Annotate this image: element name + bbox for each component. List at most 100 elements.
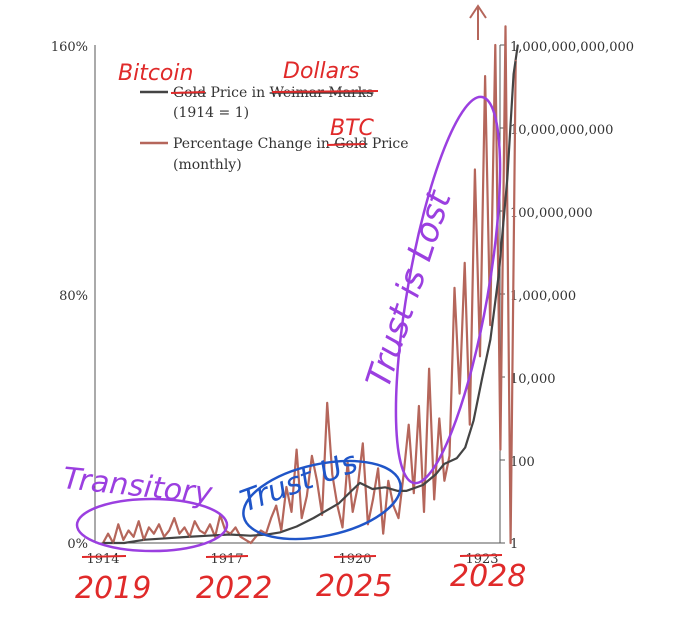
percentage-point (458, 392, 461, 395)
percentage-point (514, 59, 517, 62)
gold-point (325, 509, 327, 512)
percentage-point (127, 529, 130, 532)
percentage-point (107, 532, 109, 535)
percentage-point (290, 511, 293, 513)
annotation-year-2019: 2019 (75, 571, 151, 606)
trust-us-ellipse (242, 459, 402, 541)
percentage-point (316, 479, 318, 482)
y-right-tick: 1 (510, 537, 518, 552)
gold-point (405, 490, 408, 492)
percentage-point (183, 526, 186, 529)
percentage-point (509, 542, 512, 544)
legend-label-gold-line2: (1914 = 1) (173, 105, 249, 121)
series-line-percentage-change (102, 25, 517, 545)
gold-point (312, 517, 315, 519)
percentage-point (260, 529, 262, 532)
percentage-point (331, 473, 334, 476)
gold-point (123, 542, 125, 544)
percentage-point (407, 423, 410, 426)
series-line-gold-price (103, 44, 519, 545)
percentage-point (463, 262, 466, 264)
x-tick-1914: 1914 (86, 552, 119, 567)
percentage-point (494, 44, 497, 46)
percentage-point (474, 168, 476, 171)
annotation-btc: BTC (330, 116, 375, 141)
annotation-year-2028: 2028 (450, 559, 526, 594)
transitory-ellipse (75, 497, 229, 553)
percentage-point (122, 539, 125, 541)
percentage-point (504, 25, 507, 28)
percentage-point (418, 405, 420, 407)
percentage-point (438, 417, 441, 420)
percentage-point (479, 355, 481, 358)
percentage-point (112, 542, 114, 544)
percentage-point (137, 520, 140, 523)
percentage-point (326, 402, 328, 404)
gold-point (279, 531, 281, 534)
percentage-point (382, 532, 385, 535)
percentage-point (397, 517, 400, 519)
percentage-point (249, 542, 252, 544)
gold-point (350, 490, 353, 492)
gold-point (464, 446, 466, 449)
x-tick-1917: 1917 (210, 552, 243, 567)
y-right-tick: 1,000,000,000,000 (510, 40, 634, 55)
percentage-point (142, 539, 145, 541)
annotation-year-2022: 2022 (196, 571, 272, 606)
gold-point (186, 536, 189, 538)
y-left-tick-160: 160% (51, 40, 88, 55)
y-left-tick-0: 0% (67, 537, 88, 552)
percentage-point (209, 523, 211, 526)
gold-point (506, 177, 509, 180)
percentage-point (453, 286, 456, 289)
percentage-point (204, 532, 206, 535)
y-right-tick: 1,000,000 (510, 289, 576, 304)
percentage-points (102, 25, 517, 544)
gold-point (144, 538, 146, 541)
annotation-dollars: Dollars (283, 59, 360, 84)
percentage-point (341, 526, 344, 529)
percentage-point (300, 517, 303, 519)
gold-point (489, 338, 492, 341)
y-left-tick-80: 80% (59, 289, 88, 304)
gold-point (516, 44, 519, 46)
percentage-point (214, 535, 216, 538)
percentage-point (469, 423, 471, 426)
up-arrow-icon (469, 4, 487, 40)
percentage-point (132, 535, 135, 538)
percentage-point (285, 486, 288, 488)
gold-point (498, 273, 500, 275)
gold-point (481, 378, 483, 380)
annotation-trust-is-lost: Trust is Lost (359, 185, 461, 393)
percentage-point (117, 523, 120, 526)
gold-point (359, 482, 361, 484)
percentage-point (336, 504, 339, 507)
annotation-year-2025: 2025 (316, 569, 392, 604)
gold-point (228, 533, 231, 536)
gold-point (443, 463, 445, 465)
percentage-point (275, 504, 278, 507)
gold-point (434, 473, 437, 476)
annotation-bitcoin: Bitcoin (118, 61, 193, 86)
percentage-point (168, 529, 171, 532)
percentage-point (148, 526, 150, 529)
y-right-tick: 100,000,000 (510, 206, 593, 221)
y-right-tick: 100 (510, 455, 535, 470)
gold-point (455, 457, 458, 460)
gold-point (371, 488, 374, 490)
percentage-point (489, 324, 492, 326)
gold-point (338, 502, 340, 505)
percentage-point (433, 498, 435, 501)
percentage-point (423, 511, 425, 513)
percentage-point (367, 523, 369, 526)
percentage-point (484, 75, 486, 77)
legend-gold-rest: Price in (206, 85, 270, 101)
percentage-point (443, 479, 446, 482)
y-right-tick: 10,000 (510, 372, 556, 387)
percentage-point (372, 498, 374, 501)
x-tick-1920: 1920 (338, 552, 371, 567)
percentage-point (412, 492, 415, 495)
percentage-point (188, 535, 191, 538)
legend-pct-suffix: Price (367, 136, 408, 152)
